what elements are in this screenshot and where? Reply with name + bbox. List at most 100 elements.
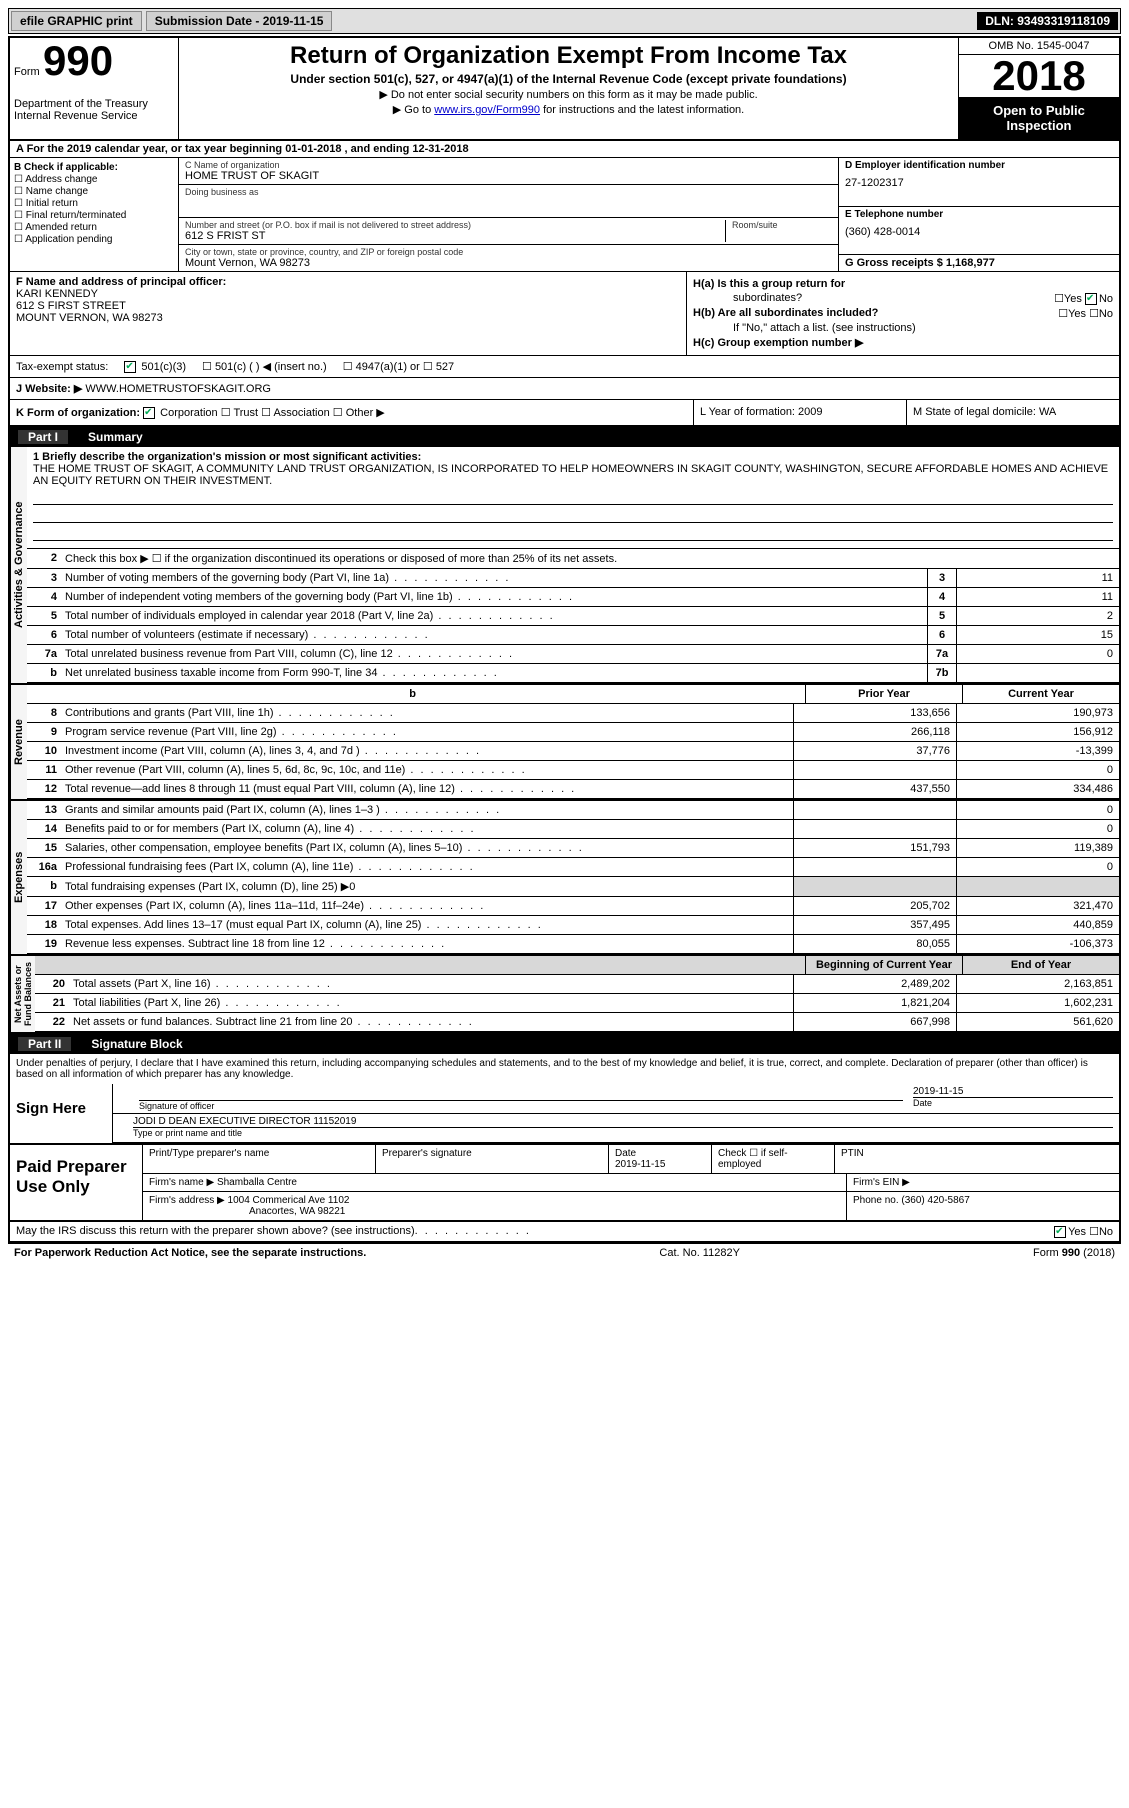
activities-governance: Activities & Governance 1 Briefly descri… (10, 447, 1119, 685)
line-b: bTotal fundraising expenses (Part IX, co… (27, 877, 1119, 897)
city-state-zip: Mount Vernon, WA 98273 (185, 257, 832, 269)
form-org-label: K Form of organization: (16, 407, 140, 419)
firm-addr-label: Firm's address ▶ (149, 1195, 225, 1206)
section-b-c-d: B Check if applicable: ☐ Address change … (10, 158, 1119, 272)
phone-label: E Telephone number (845, 209, 1113, 220)
instr-link: ▶ Go to www.irs.gov/Form990 for instruct… (187, 103, 950, 116)
prior-year-hdr: Prior Year (805, 685, 962, 703)
org-name-label: C Name of organization (185, 160, 832, 170)
header-right: OMB No. 1545-0047 2018 Open to Public In… (958, 38, 1119, 139)
expenses-section: Expenses 13 Grants and similar amounts p… (10, 801, 1119, 956)
room-label: Room/suite (732, 220, 832, 230)
current-year-hdr: Current Year (962, 685, 1119, 703)
line-18: 18 Total expenses. Add lines 13–17 (must… (27, 916, 1119, 935)
open-inspection: Open to Public Inspection (959, 97, 1119, 139)
firm-name: Shamballa Centre (217, 1177, 297, 1188)
firm-phone: (360) 420-5867 (901, 1195, 969, 1206)
line-4: 4 Number of independent voting members o… (27, 588, 1119, 607)
row-j-website: J Website: ▶ WWW.HOMETRUSTOFSKAGIT.ORG (10, 378, 1119, 400)
footer: For Paperwork Reduction Act Notice, see … (8, 1244, 1121, 1262)
irs-link[interactable]: www.irs.gov/Form990 (434, 104, 540, 116)
firm-phone-label: Phone no. (853, 1195, 899, 1206)
city-label: City or town, state or province, country… (185, 247, 832, 257)
hc-label: H(c) Group exemption number ▶ (693, 337, 863, 349)
tax-exempt-label: Tax-exempt status: (16, 361, 108, 373)
part-ii-header: Part II Signature Block (10, 1034, 1119, 1054)
chk-501c3[interactable] (124, 361, 136, 373)
line-5: 5 Total number of individuals employed i… (27, 607, 1119, 626)
line-6: 6 Total number of volunteers (estimate i… (27, 626, 1119, 645)
firm-addr1: 1004 Commerical Ave 1102 (228, 1195, 350, 1206)
part-i-title: Summary (88, 430, 143, 444)
chk-amended[interactable]: ☐ Amended return (14, 222, 174, 233)
row-k: K Form of organization: Corporation ☐ Tr… (10, 400, 1119, 427)
addr-label: Number and street (or P.O. box if mail i… (185, 220, 725, 230)
header-left: Form 990 Department of the Treasury Inte… (10, 38, 179, 139)
org-name: HOME TRUST OF SKAGIT (185, 170, 832, 182)
chk-discuss-yes[interactable] (1054, 1226, 1066, 1238)
line-7a: 7a Total unrelated business revenue from… (27, 645, 1119, 664)
prep-sig-hdr: Preparer's signature (376, 1145, 609, 1173)
preparer-block: Paid Preparer Use Only Print/Type prepar… (10, 1145, 1119, 1222)
chk-final[interactable]: ☐ Final return/terminated (14, 210, 174, 221)
chk-corp[interactable] (143, 407, 155, 419)
chk-address[interactable]: ☐ Address change (14, 174, 174, 185)
line-9: 9 Program service revenue (Part VIII, li… (27, 723, 1119, 742)
line-12: 12 Total revenue—add lines 8 through 11 … (27, 780, 1119, 799)
form-990: Form 990 Department of the Treasury Inte… (8, 36, 1121, 1244)
chk-initial[interactable]: ☐ Initial return (14, 198, 174, 209)
line-16a: 16a Professional fundraising fees (Part … (27, 858, 1119, 877)
prep-date-hdr: Date (615, 1148, 636, 1159)
firm-ein-label: Firm's EIN ▶ (847, 1174, 1119, 1191)
mission-text: THE HOME TRUST OF SKAGIT, A COMMUNITY LA… (33, 463, 1113, 487)
firm-name-label: Firm's name ▶ (149, 1177, 214, 1188)
box-b: B Check if applicable: ☐ Address change … (10, 158, 179, 271)
line-15: 15 Salaries, other compensation, employe… (27, 839, 1119, 858)
revenue-section: Revenue b Prior Year Current Year 8 Cont… (10, 685, 1119, 801)
officer-label: F Name and address of principal officer: (16, 276, 226, 288)
line-14: 14 Benefits paid to or for members (Part… (27, 820, 1119, 839)
ha-sub: subordinates? (693, 292, 802, 305)
line-20: 20 Total assets (Part X, line 16) 2,489,… (35, 975, 1119, 994)
department: Department of the Treasury Internal Reve… (14, 98, 174, 122)
website-value: WWW.HOMETRUSTOFSKAGIT.ORG (85, 383, 271, 395)
end-year-hdr: End of Year (962, 956, 1119, 974)
part-i-tag: Part I (18, 430, 68, 444)
row-a-tax-year: A For the 2019 calendar year, or tax yea… (10, 141, 1119, 158)
line-10: 10 Investment income (Part VIII, column … (27, 742, 1119, 761)
ein-value: 27-1202317 (845, 177, 1113, 189)
sig-name: JODI D DEAN EXECUTIVE DIRECTOR 11152019 (133, 1116, 1113, 1127)
preparer-label: Paid Preparer Use Only (10, 1145, 143, 1220)
line-19: 19 Revenue less expenses. Subtract line … (27, 935, 1119, 954)
instr-ssn: ▶ Do not enter social security numbers o… (187, 88, 950, 101)
line-b: b Net unrelated business taxable income … (27, 664, 1119, 683)
header-center: Return of Organization Exempt From Incom… (179, 38, 958, 139)
ein-label: D Employer identification number (845, 160, 1113, 171)
ha-label: H(a) Is this a group return for (693, 278, 845, 290)
form-header: Form 990 Department of the Treasury Inte… (10, 38, 1119, 141)
vlabel-governance: Activities & Governance (10, 447, 27, 683)
dba-label: Doing business as (185, 187, 832, 197)
top-bar: efile GRAPHIC print Submission Date - 20… (8, 8, 1121, 34)
opt-501c: 501(c) ( ) ◀ (insert no.) (215, 361, 327, 373)
part-ii-title: Signature Block (91, 1037, 182, 1051)
form-ref: Form 990 (2018) (1033, 1247, 1115, 1259)
line-11: 11 Other revenue (Part VIII, column (A),… (27, 761, 1119, 780)
tax-year: 2018 (959, 55, 1119, 97)
form-label: Form (14, 66, 40, 78)
box-c: C Name of organization HOME TRUST OF SKA… (179, 158, 838, 271)
instr-pre: ▶ Go to (393, 104, 434, 116)
net-assets-section: Net Assets orFund Balances Beginning of … (10, 956, 1119, 1034)
declaration-text: Under penalties of perjury, I declare th… (10, 1054, 1119, 1084)
chk-pending[interactable]: ☐ Application pending (14, 234, 174, 245)
discuss-question: May the IRS discuss this return with the… (16, 1225, 415, 1238)
vlabel-expenses: Expenses (10, 801, 27, 954)
officer-name: KARI KENNEDY (16, 288, 680, 300)
vlabel-net: Net Assets orFund Balances (10, 956, 35, 1032)
form-number: 990 (43, 37, 113, 84)
hb-label: H(b) Are all subordinates included? (693, 307, 878, 320)
col-d-e-g: D Employer identification number 27-1202… (838, 158, 1119, 271)
pra-notice: For Paperwork Reduction Act Notice, see … (14, 1247, 366, 1259)
line-13: 13 Grants and similar amounts paid (Part… (27, 801, 1119, 820)
chk-name[interactable]: ☐ Name change (14, 186, 174, 197)
